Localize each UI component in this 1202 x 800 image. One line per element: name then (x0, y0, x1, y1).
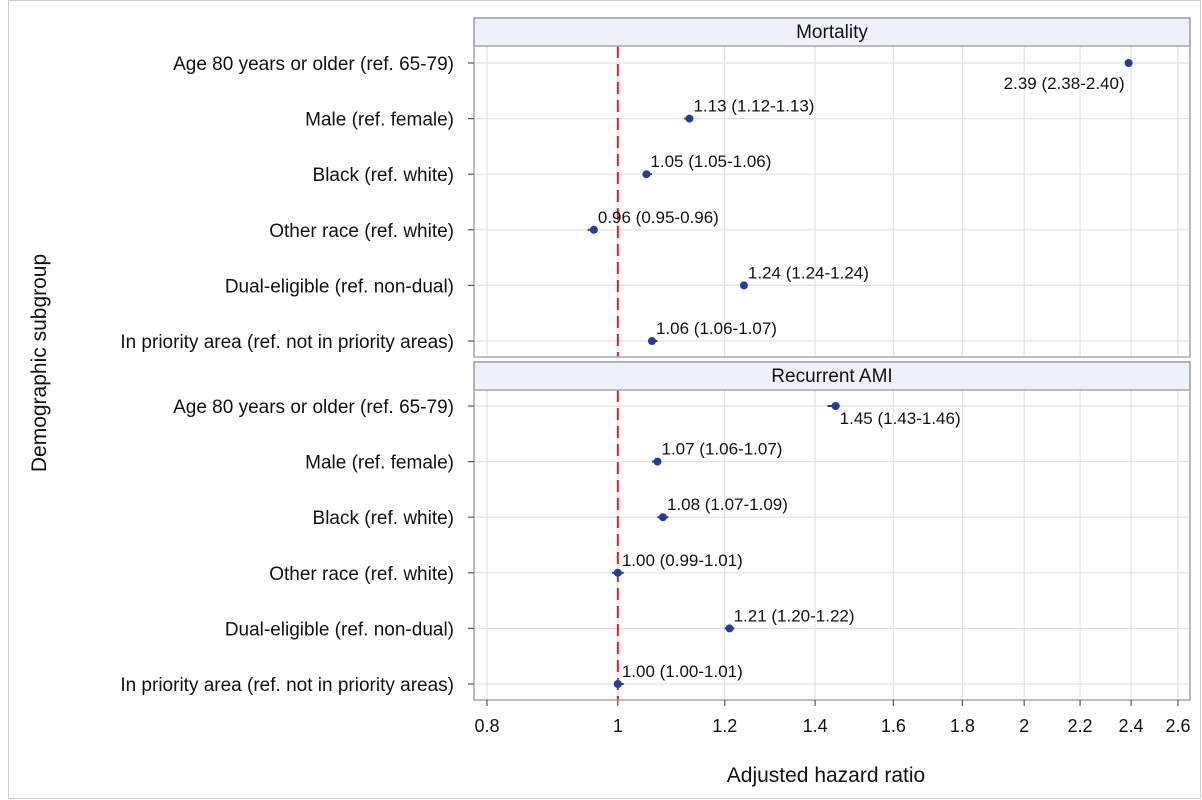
point-estimate-recurrent-ami-5 (725, 624, 734, 633)
category-label-mortality-5: Dual-eligible (ref. non-dual) (225, 276, 454, 297)
category-label-recurrent-ami-3: Black (ref. white) (313, 508, 454, 529)
x-tick-label-9: 2.4 (1119, 716, 1144, 736)
data-label-recurrent-ami-4: 1.00 (0.99-1.01) (622, 551, 743, 570)
category-label-mortality-2: Male (ref. female) (305, 110, 454, 131)
x-axis-title: Adjusted hazard ratio (727, 764, 925, 787)
category-label-recurrent-ami-5: Dual-eligible (ref. non-dual) (225, 619, 454, 640)
point-estimate-recurrent-ami-6 (613, 680, 622, 688)
point-estimate-mortality-3 (642, 170, 651, 179)
x-tick-label-10: 2.6 (1165, 716, 1190, 736)
data-label-recurrent-ami-1: 1.45 (1.43-1.46) (840, 409, 961, 428)
labels-layer: Age 80 years or older (ref. 65-79) 2.39 (… (120, 54, 1124, 696)
x-axis: 0.8 1 1.2 1.4 1.6 1.8 2 2.2 2.4 2.6 (468, 62, 1191, 736)
data-label-mortality-4: 0.96 (0.95-0.96) (598, 208, 719, 227)
point-estimate-mortality-4 (589, 225, 598, 234)
data-label-mortality-1: 2.39 (2.38-2.40) (1004, 74, 1125, 93)
point-estimate-mortality-5 (739, 281, 748, 290)
category-label-mortality-1: Age 80 years or older (ref. 65-79) (173, 54, 454, 75)
figure-frame (8, 0, 1201, 799)
panel-title-recurrent-ami: Recurrent AMI (771, 366, 892, 387)
x-tick-label-5: 1.6 (881, 716, 906, 736)
data-label-recurrent-ami-5: 1.21 (1.20-1.22) (734, 606, 855, 625)
grid-layer (474, 46, 1190, 700)
point-estimate-recurrent-ami-4 (613, 568, 622, 577)
category-label-recurrent-ami-2: Male (ref. female) (305, 453, 454, 474)
data-label-mortality-2: 1.13 (1.12-1.13) (693, 97, 814, 116)
point-estimate-recurrent-ami-1 (831, 402, 840, 410)
point-estimate-mortality-6 (647, 337, 656, 345)
data-label-recurrent-ami-3: 1.08 (1.07-1.09) (667, 495, 788, 514)
x-tick-label-7: 2 (1019, 716, 1029, 736)
data-label-mortality-6: 1.06 (1.06-1.07) (656, 319, 777, 338)
data-label-mortality-5: 1.24 (1.24-1.24) (748, 263, 869, 282)
x-tick-label-8: 2.2 (1068, 716, 1093, 736)
category-label-recurrent-ami-1: Age 80 years or older (ref. 65-79) (173, 397, 454, 418)
data-label-recurrent-ami-2: 1.07 (1.06-1.07) (661, 440, 782, 459)
x-tick-label-6: 1.8 (950, 716, 975, 736)
category-label-mortality-4: Other race (ref. white) (269, 221, 454, 242)
category-label-mortality-3: Black (ref. white) (313, 165, 454, 186)
panel-title-mortality: Mortality (796, 22, 868, 43)
data-label-recurrent-ami-6: 1.00 (1.00-1.01) (622, 662, 743, 681)
category-label-mortality-6: In priority area (ref. not in priority a… (120, 332, 454, 353)
point-estimate-recurrent-ami-2 (653, 457, 662, 466)
point-estimate-recurrent-ami-3 (658, 513, 667, 522)
panel-layer: Mortality Recurrent AMI (473, 17, 1191, 701)
x-tick-label-2: 1 (613, 716, 623, 736)
data-label-mortality-3: 1.05 (1.05-1.06) (650, 152, 771, 171)
x-tick-label-1: 0.8 (474, 716, 499, 736)
panel-frame-recurrent-ami (473, 361, 1191, 701)
point-estimate-mortality-2 (685, 114, 694, 123)
point-estimate-mortality-1 (1124, 59, 1133, 67)
x-tick-label-3: 1.2 (712, 716, 737, 736)
category-label-recurrent-ami-4: Other race (ref. white) (269, 564, 454, 585)
x-tick-label-4: 1.4 (803, 716, 828, 736)
panel-frame-mortality (473, 17, 1191, 358)
y-axis-title: Demographic subgroup (28, 254, 51, 472)
marks-layer (587, 59, 1133, 688)
category-label-recurrent-ami-6: In priority area (ref. not in priority a… (120, 675, 454, 696)
